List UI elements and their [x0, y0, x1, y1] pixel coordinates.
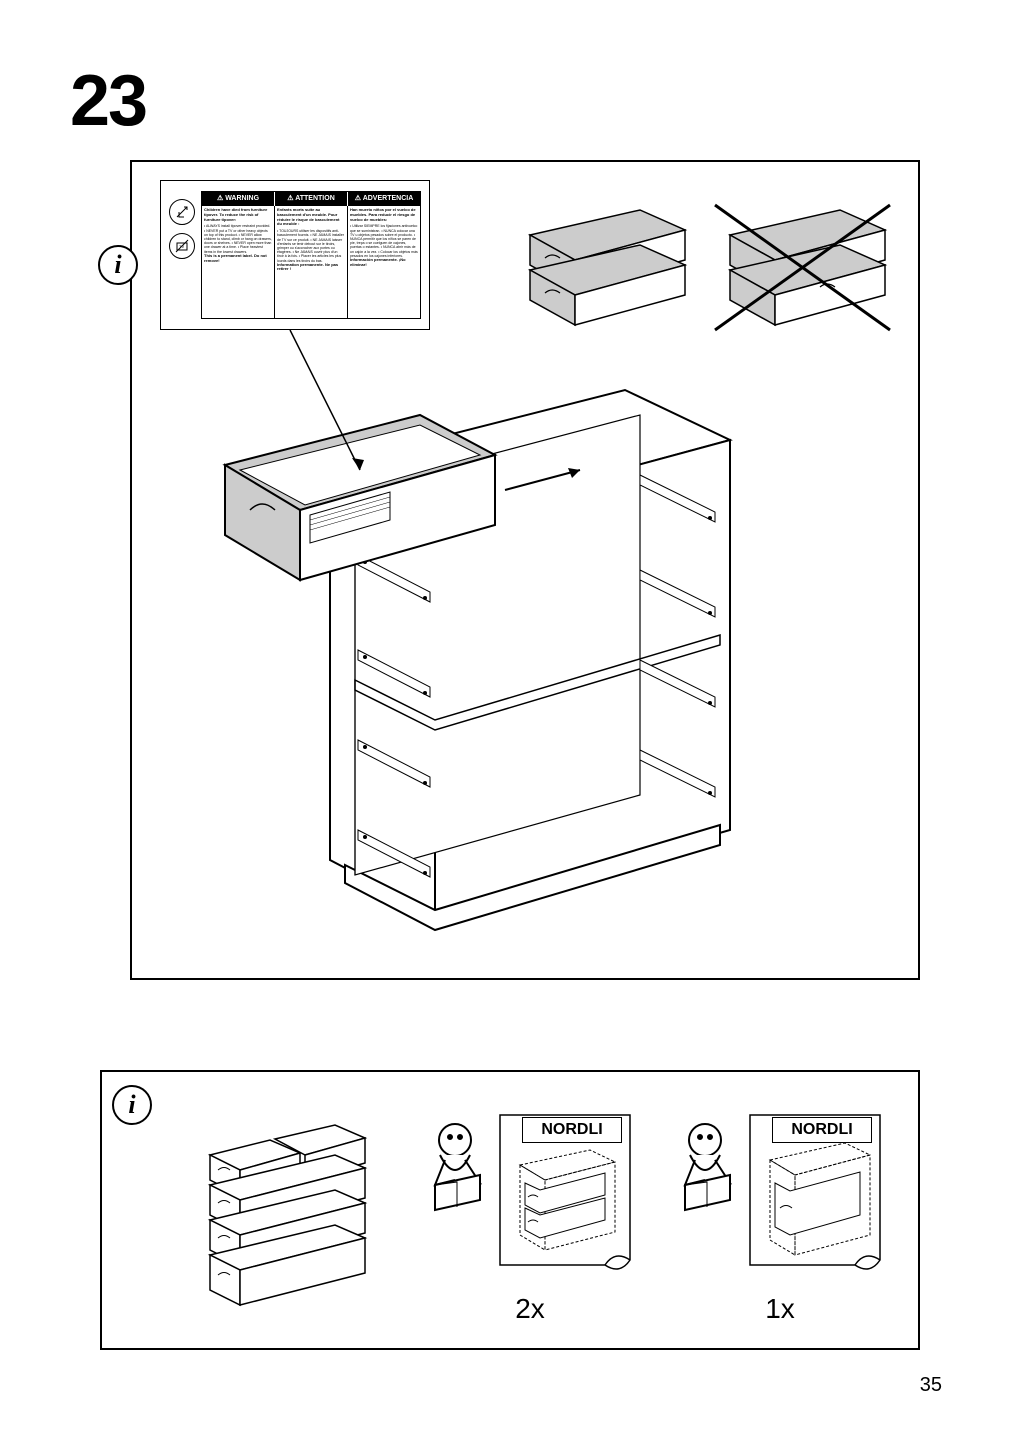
no-tv-icon: TV: [169, 233, 195, 259]
warning-title-fr: Enfants morts suite au basculement d'un …: [277, 208, 345, 227]
callout-leader-line: [260, 330, 380, 490]
booklet-quantity: 2x: [420, 1293, 640, 1325]
drawer-insert-comparison: [510, 200, 900, 350]
info-icon: [112, 1085, 152, 1125]
warning-header-fr: ⚠ ATTENTION: [275, 192, 348, 206]
svg-text:TV: TV: [179, 244, 184, 249]
step-number: 23: [70, 60, 942, 142]
info-icon: [98, 245, 138, 285]
warning-label-callout: TV ⚠ WARNING ⚠ ATTENTION ⚠ ADVERTENCIA C…: [160, 180, 430, 330]
drawer-pair-correct: [530, 210, 685, 325]
warning-header-row: ⚠ WARNING ⚠ ATTENTION ⚠ ADVERTENCIA: [202, 192, 420, 206]
warning-body-en: • ALWAYS install tipover restraint provi…: [204, 224, 272, 253]
assembled-drawer-diagram: [190, 1115, 390, 1315]
booklet-title: NORDLI: [522, 1117, 622, 1143]
warning-header-en: ⚠ WARNING: [202, 192, 275, 206]
booklet-reference-2: NORDLI 1x: [670, 1105, 890, 1325]
drawer-pair-wrong: [715, 205, 890, 330]
booklet-quantity: 1x: [670, 1293, 890, 1325]
warning-label-inner: ⚠ WARNING ⚠ ATTENTION ⚠ ADVERTENCIA Chil…: [201, 191, 421, 319]
warning-col-en: Children have died from furniture tipove…: [202, 206, 275, 318]
info-panel-content: NORDLI 2x: [190, 1095, 910, 1335]
booklet-reference-1: NORDLI 2x: [420, 1105, 640, 1325]
booklet-title: NORDLI: [772, 1117, 872, 1143]
warning-body-fr: • TOUJOURS utiliser les dispositifs anti…: [277, 229, 345, 263]
warning-col-es: Han muerto niños por el vuelco de mueble…: [348, 206, 420, 318]
warning-side-icons: TV: [169, 199, 197, 267]
warning-footer-es: Información permanente. ¡No eliminar!: [350, 258, 418, 268]
warning-title-en: Children have died from furniture tipove…: [204, 208, 272, 222]
warning-header-es: ⚠ ADVERTENCIA: [348, 192, 420, 206]
warning-title-es: Han muerto niños por el vuelco de mueble…: [350, 208, 418, 222]
warning-footer-en: This is a permanent label. Do not remove…: [204, 254, 272, 264]
warning-body: Children have died from furniture tipove…: [202, 206, 420, 318]
anchor-icon: [169, 199, 195, 225]
warning-col-fr: Enfants morts suite au basculement d'un …: [275, 206, 348, 318]
warning-body-es: • Utilizar SIEMPRE los fijaciones antivu…: [350, 224, 418, 258]
warning-footer-fr: Information permanente. Ne pas retirer !: [277, 263, 345, 273]
page-number: 35: [920, 1374, 942, 1397]
